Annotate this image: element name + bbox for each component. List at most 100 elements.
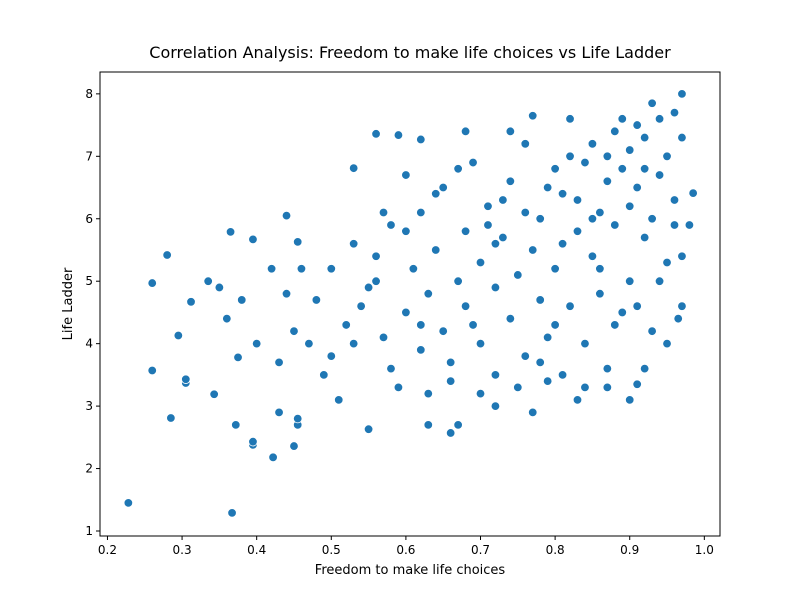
y-axis-label: Life Ladder (61, 267, 76, 340)
scatter-point (296, 264, 307, 274)
scatter-point (639, 363, 650, 374)
scatter-point (498, 195, 508, 205)
scatter-point (423, 388, 433, 399)
scatter-point (587, 251, 598, 261)
scatter-point (431, 189, 441, 199)
scatter-point (625, 276, 635, 286)
scatter-point (468, 320, 478, 330)
scatter-point (565, 114, 575, 124)
scatter-point (528, 245, 538, 255)
scatter-point (438, 326, 448, 336)
scatter-point (311, 295, 322, 305)
scatter-point (542, 182, 553, 193)
scatter-point (610, 320, 620, 330)
scatter-point (587, 214, 598, 224)
scatter-point (610, 220, 620, 230)
scatter-point (181, 374, 191, 384)
scatter-point (378, 332, 389, 343)
scatter-point (209, 389, 219, 399)
scatter-point (371, 129, 381, 139)
scatter-point (610, 126, 620, 137)
scatter-point (378, 207, 389, 218)
y-tick-label: 1 (85, 524, 93, 538)
scatter-point (304, 338, 314, 349)
scatter-point (535, 214, 545, 224)
scatter-point (520, 207, 530, 218)
scatter-point (416, 320, 426, 330)
x-tick-label: 0.6 (396, 543, 415, 557)
scatter-point (490, 282, 501, 293)
scatter-point (684, 220, 695, 230)
scatter-point (535, 357, 545, 368)
scatter-point (393, 130, 404, 140)
scatter-point (293, 237, 303, 247)
scatter-point (348, 338, 359, 349)
scatter-point (248, 437, 258, 447)
scatter-point (475, 388, 486, 399)
scatter-point (147, 278, 157, 288)
scatter-point (319, 370, 329, 380)
scatter-point (580, 382, 590, 393)
scatter-point (401, 307, 411, 318)
scatter-point (688, 188, 698, 198)
scatter-point (460, 301, 471, 311)
scatter-point (356, 301, 366, 311)
scatter-point (453, 164, 463, 174)
scatter-point (475, 338, 486, 349)
x-axis-label: Freedom to make life choices (315, 563, 506, 578)
x-tick-label: 0.5 (322, 543, 341, 557)
scatter-point (445, 376, 456, 386)
scatter-point (289, 441, 299, 451)
scatter-point (363, 424, 374, 434)
scatter-point (371, 276, 381, 286)
scatter-point (416, 134, 426, 145)
scatter-point (416, 345, 426, 355)
scatter-point (602, 363, 613, 374)
scatter-point (602, 151, 613, 162)
scatter-point (393, 382, 404, 393)
scatter-point (557, 239, 568, 249)
scatter-point (632, 301, 642, 311)
scatter-point (505, 126, 516, 137)
y-tick-label: 3 (85, 399, 93, 413)
x-tick-label: 0.9 (620, 543, 639, 557)
scatter-point (147, 365, 157, 376)
scatter-point (557, 370, 568, 380)
scatter-point (166, 413, 176, 423)
scatter-point (595, 288, 605, 299)
scatter-point (453, 276, 463, 286)
scatter-point (513, 382, 523, 393)
scatter-point (371, 251, 381, 261)
scatter-point (416, 207, 426, 218)
x-tick-label: 0.3 (173, 543, 192, 557)
scatter-point (625, 145, 635, 155)
scatter-point (662, 151, 672, 162)
scatter-point (673, 313, 683, 324)
scatter-point (505, 313, 516, 324)
scatter-point (542, 332, 553, 343)
scatter-point (602, 382, 613, 393)
scatter-point (528, 111, 538, 121)
scatter-point (669, 220, 680, 230)
scatter-point (654, 114, 665, 124)
scatter-point (639, 232, 650, 243)
scatter-point (662, 338, 672, 349)
scatter-point (341, 320, 351, 330)
scatter-point (203, 276, 213, 286)
scatter-point (225, 227, 236, 237)
scatter-point (647, 326, 657, 336)
scatter-point (632, 379, 642, 389)
scatter-point (587, 139, 598, 149)
scatter-point (281, 288, 292, 299)
scatter-point (669, 107, 680, 118)
scatter-point (483, 220, 493, 230)
scatter-point (625, 395, 635, 405)
scatter-point (348, 163, 359, 173)
scatter-point (580, 157, 590, 168)
scatter-point (460, 126, 471, 137)
scatter-point (227, 508, 237, 518)
scatter-point (268, 452, 278, 463)
scatter-point (647, 98, 657, 108)
scatter-point (453, 420, 463, 430)
y-tick-label: 8 (85, 87, 93, 101)
